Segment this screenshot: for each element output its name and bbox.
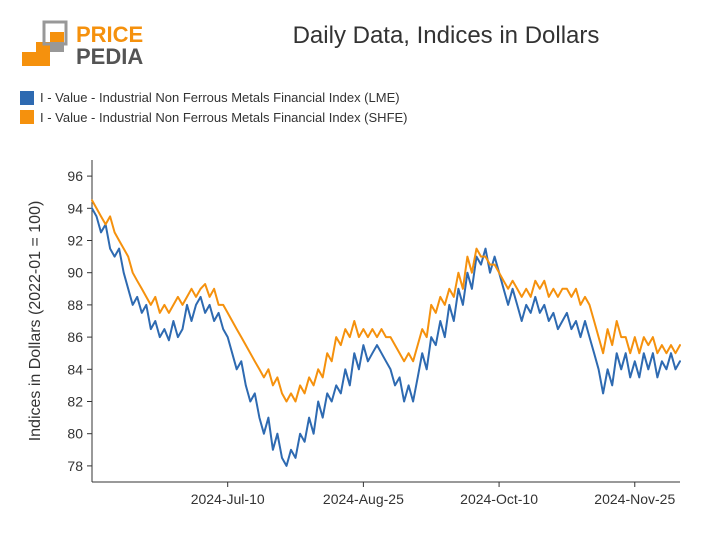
chart-title: Daily Data, Indices in Dollars: [200, 22, 692, 50]
y-tick-label: 84: [67, 361, 83, 377]
legend-label-lme: I - Value - Industrial Non Ferrous Metal…: [40, 88, 400, 108]
x-tick-label: 2024-Aug-25: [323, 491, 404, 507]
y-tick-label: 86: [67, 329, 83, 345]
x-tick-label: 2024-Oct-10: [460, 491, 538, 507]
legend-swatch-shfe: [20, 110, 34, 124]
legend-label-shfe: I - Value - Industrial Non Ferrous Metal…: [40, 108, 408, 128]
series-line-shfe: [92, 200, 680, 401]
y-axis-label: Indices in Dollars (2022-01 = 100): [27, 201, 44, 442]
legend-swatch-lme: [20, 91, 34, 105]
y-tick-label: 78: [67, 458, 83, 474]
legend: I - Value - Industrial Non Ferrous Metal…: [20, 88, 408, 127]
y-tick-label: 80: [67, 426, 83, 442]
y-tick-label: 94: [67, 200, 83, 216]
logo-text-bottom: PEDIA: [76, 44, 143, 69]
y-tick-label: 88: [67, 297, 83, 313]
x-tick-label: 2024-Nov-25: [594, 491, 675, 507]
chart-area: 78 80 82 84 86 88 90 92 94 96 2024-Jul-10 2024-Aug-…: [20, 150, 692, 530]
logo-svg: PRICE PEDIA: [20, 18, 180, 74]
pricepedia-logo: PRICE PEDIA: [20, 18, 180, 74]
y-tick-label: 92: [67, 233, 83, 249]
y-tick-label: 82: [67, 394, 83, 410]
logo-mark: [22, 22, 66, 66]
y-tick-label: 90: [67, 265, 83, 281]
y-tick-label: 96: [67, 168, 83, 184]
x-tick-label: 2024-Jul-10: [191, 491, 265, 507]
legend-item-shfe: I - Value - Industrial Non Ferrous Metal…: [20, 108, 408, 128]
line-chart: 78 80 82 84 86 88 90 92 94 96 2024-Jul-10 2024-Aug-…: [20, 150, 692, 530]
legend-item-lme: I - Value - Industrial Non Ferrous Metal…: [20, 88, 408, 108]
